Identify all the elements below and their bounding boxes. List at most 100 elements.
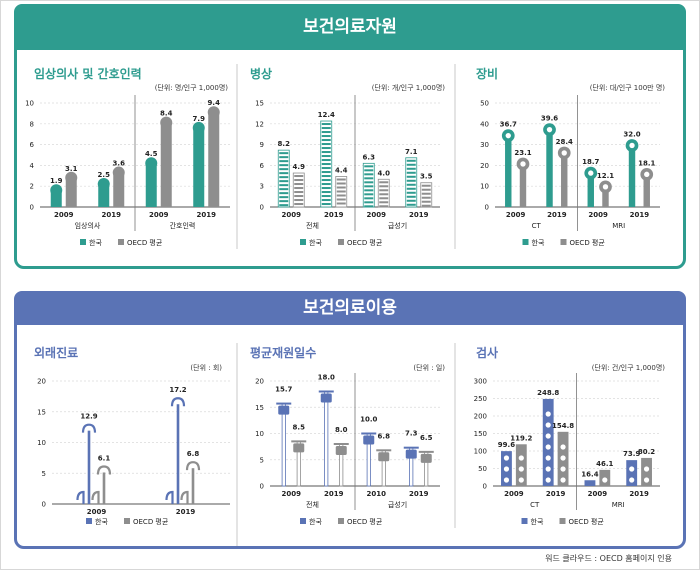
legend-label-oecd: OECD 평균	[133, 517, 169, 526]
legend-swatch-korea	[86, 518, 92, 524]
group-label: 전체	[306, 500, 319, 509]
korea-bar-stripe	[406, 171, 416, 174]
korea-bar-head-hole	[629, 142, 635, 149]
korea-value-label: 15.7	[275, 386, 292, 394]
oecd-bar-stripe	[336, 178, 346, 181]
korea-value-label: 99.6	[498, 441, 515, 449]
x-year-label: 2009	[506, 211, 526, 219]
section-title: 보건의료자원	[14, 4, 686, 50]
oecd-bar-stripe	[294, 183, 304, 186]
y-tick-label: 20	[37, 378, 46, 386]
group-label: 급성기	[388, 221, 407, 230]
y-tick-label: 5	[260, 456, 264, 464]
korea-bar-stripe	[279, 172, 289, 175]
oecd-bar-stripe	[421, 196, 431, 199]
korea-value-label: 39.6	[541, 115, 558, 123]
y-tick-label: 0	[485, 204, 489, 212]
y-tick-label: 12	[255, 120, 264, 128]
korea-bar	[405, 157, 418, 208]
oecd-bar	[515, 444, 527, 486]
korea-bar	[584, 480, 596, 486]
oecd-value-label: 154.8	[552, 422, 574, 430]
korea-bar-hook	[318, 390, 334, 393]
group-label: MRI	[612, 501, 625, 509]
oecd-bar-head	[160, 116, 173, 129]
oecd-bar-stripe	[294, 195, 304, 198]
korea-value-label: 73.9	[623, 450, 640, 458]
group-label: CT	[530, 501, 540, 509]
korea-value-label: 8.2	[278, 140, 291, 148]
unit-label: (단위: 대/인구 100만 명)	[590, 83, 666, 92]
y-tick-label: 4	[30, 162, 35, 170]
korea-bar	[587, 174, 594, 207]
oecd-bar	[378, 452, 390, 462]
oecd-bar	[561, 153, 568, 207]
x-year-label: 2009	[588, 490, 608, 498]
korea-value-label: 16.4	[581, 470, 598, 478]
korea-value-label: 18.7	[582, 158, 599, 166]
korea-bar-dot	[629, 477, 635, 483]
korea-bar-stripe	[279, 184, 289, 187]
legend-label-oecd: OECD 평균	[347, 238, 383, 247]
korea-bar-stripe	[321, 187, 331, 190]
oecd-bar-stripe	[421, 204, 431, 207]
group-label: 임상의사	[75, 221, 101, 230]
oecd-bar-stripe	[336, 182, 346, 185]
chart-title: 외래진료	[34, 345, 78, 360]
oecd-value-label: 8.4	[160, 110, 173, 118]
korea-value-label: 248.8	[537, 389, 559, 397]
korea-bar-stripe	[279, 192, 289, 195]
unit-label: (단위: 개/인구 1,000명)	[372, 83, 446, 92]
korea-value-label: 6.3	[363, 153, 376, 161]
oecd-bar-stripe	[294, 191, 304, 194]
oecd-bar-head-hole	[644, 171, 650, 178]
oecd-bar	[420, 453, 432, 463]
korea-bar-head	[145, 157, 158, 170]
x-year-label: 2009	[282, 211, 302, 219]
unit-label: (단위 : 회)	[190, 363, 222, 372]
oecd-value-label: 23.1	[514, 149, 531, 157]
korea-bar-head	[192, 121, 205, 134]
korea-bar-dot	[545, 422, 551, 428]
y-tick-label: 250	[474, 395, 487, 403]
korea-bar-head	[97, 178, 110, 190]
korea-bar-stripe	[321, 175, 331, 178]
korea-bar	[363, 435, 375, 445]
korea-bar-stripe	[279, 156, 289, 159]
section-title: 보건의료이용	[14, 291, 686, 325]
oecd-bar-stripe	[336, 190, 346, 193]
group-label: 간호인력	[170, 221, 196, 230]
korea-bar-stripe	[364, 177, 374, 180]
korea-bar-stripe	[321, 159, 331, 162]
x-year-label: 2010	[367, 490, 387, 498]
oecd-value-label: 46.1	[596, 460, 613, 468]
y-tick-label: 2	[30, 183, 34, 191]
korea-bar	[193, 127, 205, 207]
oecd-value-label: 6.8	[187, 450, 200, 458]
oecd-bar-stripe	[336, 202, 346, 205]
korea-bar	[505, 136, 512, 207]
korea-bar	[628, 146, 636, 207]
korea-value-label: 2.5	[98, 171, 111, 179]
oecd-bar-head-hole	[520, 161, 526, 167]
korea-value-label: 1.9	[50, 177, 63, 185]
korea-bar-dot	[545, 477, 551, 483]
korea-bar-dot	[545, 444, 551, 450]
unit-label: (단위: 명/인구 1,000명)	[155, 83, 229, 92]
korea-bar-stripe	[321, 155, 331, 158]
oecd-value-label: 3.6	[113, 160, 126, 168]
oecd-value-label: 28.4	[556, 138, 573, 146]
korea-bar-stripe	[321, 203, 331, 206]
korea-bar-stripe	[279, 152, 289, 155]
oecd-bar-hook	[291, 440, 307, 443]
oecd-bar-stripe	[379, 205, 389, 208]
oecd-bar	[293, 443, 305, 453]
korea-value-label: 7.3	[405, 430, 418, 438]
oecd-value-label: 6.1	[98, 454, 111, 462]
korea-bar-tube	[165, 490, 174, 504]
korea-bar-hook	[403, 446, 419, 449]
korea-bar-tube	[76, 490, 85, 504]
x-year-label: 2019	[630, 211, 650, 219]
korea-bar-head	[50, 184, 63, 197]
korea-value-label: 12.9	[80, 413, 97, 421]
